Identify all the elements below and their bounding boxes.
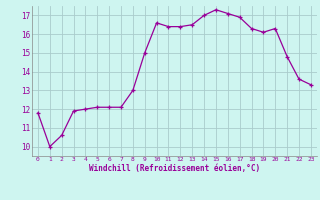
X-axis label: Windchill (Refroidissement éolien,°C): Windchill (Refroidissement éolien,°C) (89, 164, 260, 173)
